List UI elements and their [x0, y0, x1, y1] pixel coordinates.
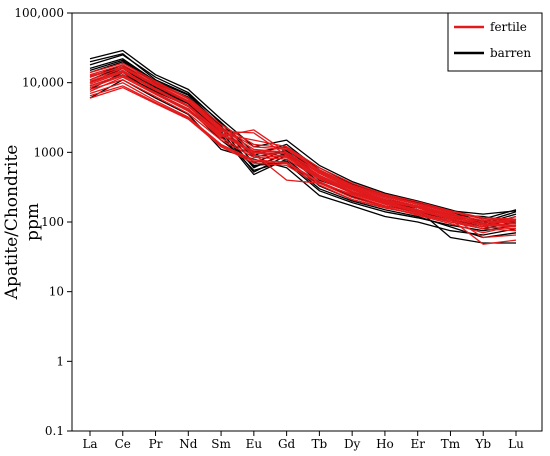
legend: fertile barren: [447, 12, 543, 72]
x-tick-label: Er: [410, 437, 425, 451]
x-tick-label: Nd: [179, 437, 198, 451]
x-axis: La Ce Pr Nd Sm Eu Gd Tb Dy Ho Er Tm Yb Lu: [82, 431, 524, 451]
y-axis-title-line-2: ppm: [23, 203, 43, 241]
fertile-series-group: [89, 62, 517, 245]
legend-box: [447, 12, 543, 72]
fertile-series-line: [89, 66, 517, 228]
y-tick-label: 1000: [33, 145, 64, 159]
fertile-series-line: [89, 75, 516, 223]
x-tick-label: Pr: [149, 437, 163, 451]
fertile-series-line: [89, 70, 517, 220]
fertile-series-line: [89, 71, 517, 228]
fertile-series-line: [89, 82, 517, 230]
x-tick-label: Lu: [508, 437, 524, 451]
x-tick-label: Ho: [376, 437, 394, 451]
fertile-series-line: [89, 62, 517, 222]
y-axis: 0.1 1 10 100 1000 10,000 100,000: [14, 6, 72, 438]
y-tick-label: 100: [41, 215, 64, 229]
x-tick-label: Eu: [246, 437, 263, 451]
y-tick-label: 1: [56, 354, 64, 368]
x-tick-label: Tb: [312, 437, 328, 451]
x-tick-label: Yb: [474, 437, 491, 451]
barren-series-line: [89, 53, 517, 215]
y-axis-title-line-1: Apatite/Chondrite: [2, 145, 22, 301]
y-tick-label: 100,000: [14, 6, 64, 20]
y-tick-label: 10: [49, 285, 64, 299]
x-tick-label: Dy: [344, 437, 361, 451]
x-tick-label: Sm: [211, 437, 231, 451]
y-axis-title: Apatite/Chondrite ppm: [2, 145, 43, 301]
x-tick-label: Ce: [115, 437, 131, 451]
y-tick-label: 10,000: [22, 76, 64, 90]
y-tick-label: 0.1: [45, 424, 64, 438]
barren-series-line: [89, 49, 517, 220]
fertile-series-line: [89, 64, 517, 226]
legend-label-fertile: fertile: [490, 20, 527, 34]
series-layer: [89, 49, 517, 245]
x-tick-label: La: [82, 437, 97, 451]
legend-label-barren: barren: [490, 46, 531, 60]
fertile-series-line: [89, 85, 517, 234]
x-tick-label: Tm: [441, 437, 461, 451]
x-tick-label: Gd: [278, 437, 296, 451]
